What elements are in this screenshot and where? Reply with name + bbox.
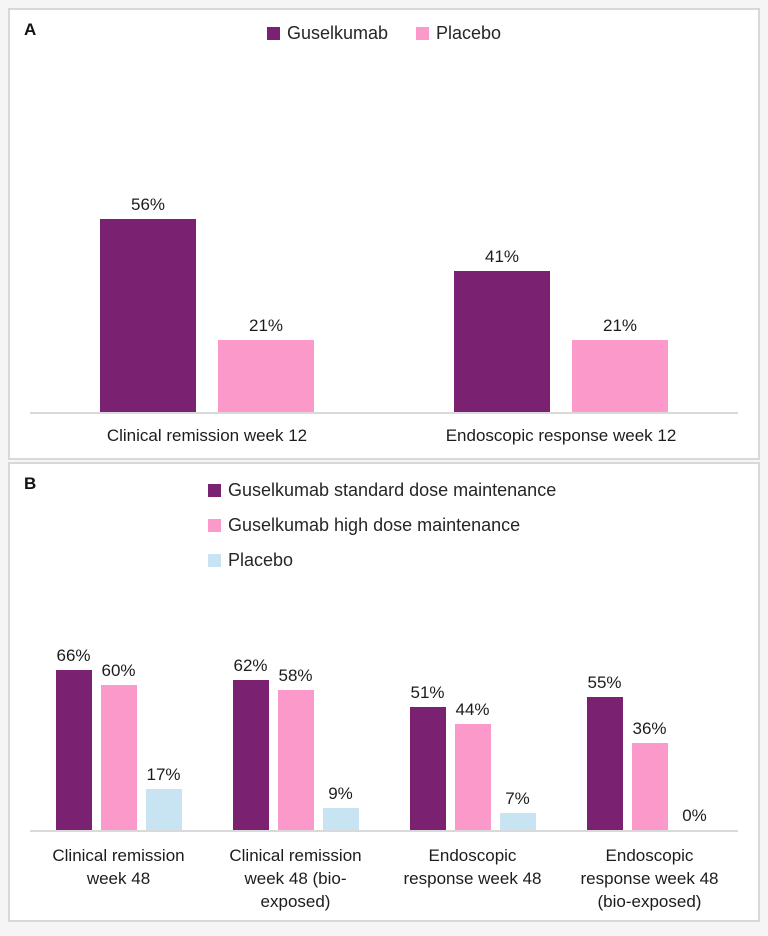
- category-label: Clinical remission week 48 (bio- exposed…: [229, 846, 362, 911]
- bar: [322, 808, 359, 830]
- legend-item: Guselkumab: [266, 23, 388, 44]
- bar-column: 44%: [454, 590, 491, 830]
- bar: [232, 679, 269, 830]
- bar: [586, 696, 623, 830]
- bar-column: 41%: [454, 69, 550, 412]
- bar-column: 55%: [586, 590, 623, 830]
- bar: [499, 813, 536, 830]
- panel-a: A Guselkumab Placebo 56% 21% 41% 21% Clinica…: [8, 8, 760, 460]
- category-label: Clinical remission week 12: [106, 426, 308, 445]
- bar-value-label: 7%: [505, 789, 530, 809]
- legend-label: Guselkumab high dose maintenance: [228, 515, 521, 535]
- bar-value-label: 9%: [328, 784, 353, 804]
- bar-column: 58%: [277, 590, 314, 830]
- bar: [145, 788, 182, 830]
- bar-group: 51% 44% 7%: [384, 590, 561, 830]
- bar-value-label: 0%: [682, 806, 707, 825]
- bar-value-label: 55%: [587, 672, 622, 692]
- bar-value-label: 60%: [101, 660, 136, 680]
- bar: [218, 339, 314, 412]
- bar: [454, 270, 550, 412]
- bar-value-label: 21%: [248, 315, 284, 335]
- bar-value-label: 21%: [602, 315, 638, 335]
- bar-column: 21%: [218, 69, 314, 412]
- bar-value-label: 44%: [455, 699, 490, 719]
- category-label: Endoscopic response week 12: [445, 426, 677, 445]
- bar-column: 60%: [100, 590, 137, 830]
- legend: Guselkumab standard dose maintenance Guse…: [208, 480, 556, 571]
- legend-label: Guselkumab standard dose maintenance: [228, 480, 557, 500]
- bar-column: 51%: [409, 590, 446, 830]
- bar-column: 56%: [100, 69, 196, 412]
- bar-value-label: 41%: [484, 246, 520, 266]
- bar: [100, 684, 137, 830]
- bar: [631, 742, 668, 830]
- bar-value-label: 51%: [410, 682, 445, 702]
- category-label: Clinical remission week 48: [52, 846, 185, 888]
- bar: [454, 723, 491, 830]
- legend-label: Guselkumab: [286, 23, 388, 43]
- bar-column: 7%: [499, 590, 536, 830]
- legend-item: Placebo: [208, 550, 556, 571]
- plot-area: 56% 21% 41% 21%: [30, 69, 738, 414]
- legend-label: Placebo: [228, 550, 294, 570]
- bar-value-label: 66%: [56, 646, 91, 666]
- bar-column: 0%: [677, 590, 713, 830]
- bar-column: 62%: [232, 590, 269, 830]
- bar-column: 66%: [55, 590, 92, 830]
- legend-swatch: [208, 484, 221, 497]
- bar-value-label: 58%: [278, 665, 313, 685]
- category-axis: Clinical remission week 12 Endoscopic res…: [30, 424, 738, 447]
- bar: [409, 706, 446, 830]
- bar-value-label: 17%: [146, 764, 181, 784]
- bar-column: 21%: [572, 69, 668, 412]
- bar: [55, 670, 92, 830]
- bar-column: 36%: [631, 590, 668, 830]
- legend-swatch: [208, 554, 221, 567]
- legend-swatch: [266, 27, 280, 40]
- bar-column: 17%: [145, 590, 182, 830]
- bar: [572, 339, 668, 412]
- panel-b: B Guselkumab standard dose maintenance Gu…: [8, 462, 760, 922]
- category-axis: Clinical remission week 48 Clinical remis…: [30, 844, 738, 913]
- bar-column: 9%: [322, 590, 359, 830]
- plot-area: 66% 60% 17% 62% 58% 9% 51% 44% 7% 55% 36% 0%: [30, 590, 738, 832]
- legend: Guselkumab Placebo: [10, 23, 758, 44]
- bar-value-label: 56%: [130, 194, 166, 214]
- legend-item: Guselkumab standard dose maintenance: [208, 480, 556, 501]
- category-label: Endoscopic response week 48: [403, 846, 542, 888]
- legend-label: Placebo: [436, 23, 502, 43]
- bar-value-label: 62%: [233, 655, 268, 675]
- bar-group: 56% 21%: [30, 69, 384, 412]
- category-label: Endoscopic response week 48 (bio-exposed…: [580, 846, 719, 911]
- bar-group: 41% 21%: [384, 69, 738, 412]
- bar-group: 62% 58% 9%: [207, 590, 384, 830]
- bar: [100, 218, 196, 412]
- bar: [277, 689, 314, 830]
- panel-letter: A: [24, 20, 37, 39]
- legend-item: Guselkumab high dose maintenance: [208, 515, 556, 536]
- legend-item: Placebo: [416, 23, 501, 44]
- bar-value-label: 36%: [632, 718, 667, 738]
- legend-swatch: [208, 519, 221, 532]
- legend-swatch: [416, 27, 429, 40]
- bar-group: 66% 60% 17%: [30, 590, 207, 830]
- bar-group: 55% 36% 0%: [561, 590, 738, 830]
- panel-letter: B: [24, 474, 37, 493]
